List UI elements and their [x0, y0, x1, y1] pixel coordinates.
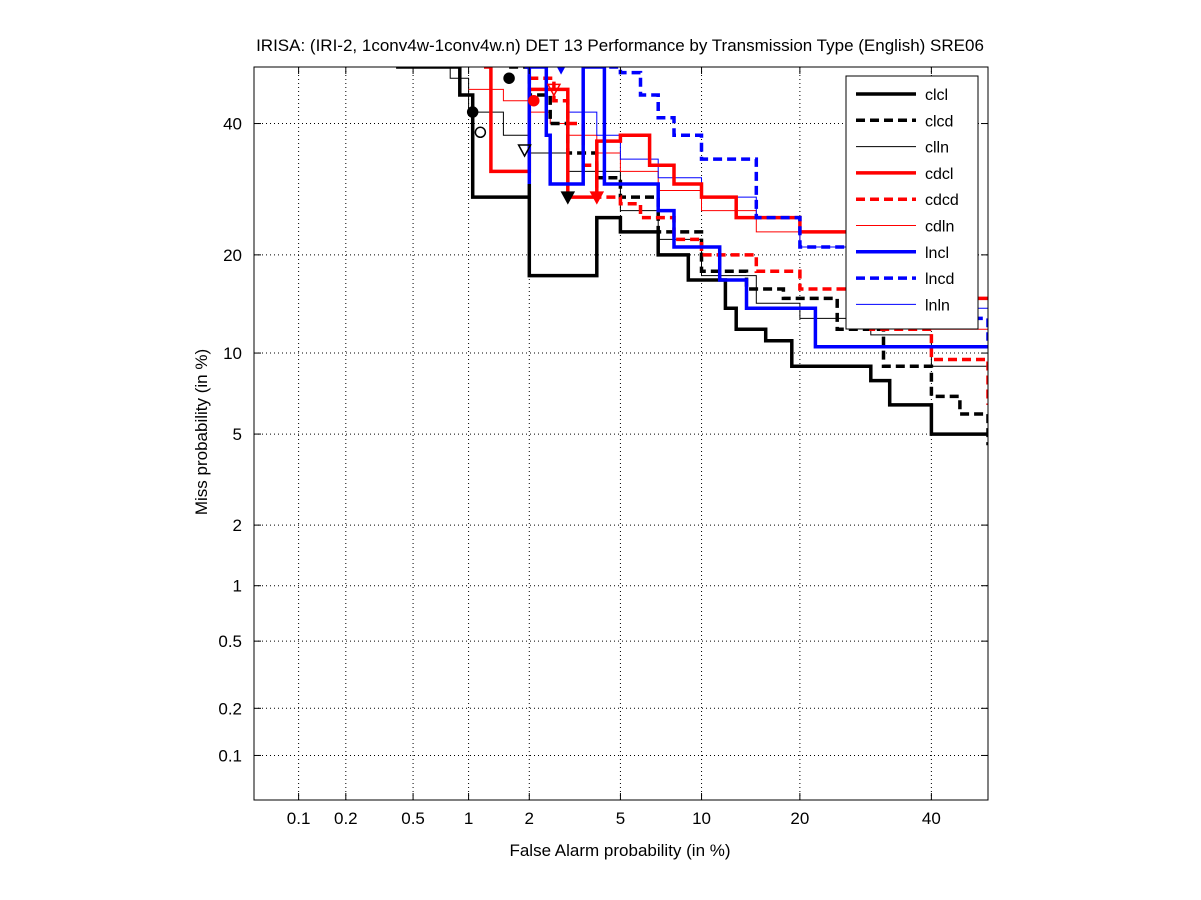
- y-tick-label: 0.2: [218, 699, 242, 718]
- y-axis-label: Miss probability (in %): [192, 349, 211, 515]
- marker-clcl-actual-dcf: [560, 191, 576, 205]
- legend-label-lnln: lnln: [925, 297, 950, 314]
- legend-label-cdln: cdln: [925, 219, 954, 236]
- y-tick-label: 10: [223, 344, 242, 363]
- y-tick-label: 40: [223, 115, 242, 134]
- legend-label-clcd: clcd: [925, 113, 953, 130]
- series-line-lncl: [524, 67, 988, 349]
- chart-title: IRISA: (IRI-2, 1conv4w-1conv4w.n) DET 13…: [256, 36, 984, 55]
- marker-clcd-min-dcf: [503, 72, 515, 84]
- x-tick-label: 0.5: [401, 809, 425, 828]
- marker-cdcd-actual-dcf: [589, 191, 605, 205]
- series-line-clcd: [509, 67, 988, 446]
- legend: clcl clcd clln cdcl cdcd cdln lncl lncd lnln: [845, 75, 979, 330]
- x-tick-label: 1: [464, 809, 473, 828]
- dcf-markers: [466, 67, 605, 205]
- legend-box: [845, 75, 979, 330]
- x-tick-label: 40: [922, 809, 941, 828]
- x-axis-label: False Alarm probability (in %): [509, 841, 730, 860]
- y-tick-label: 0.5: [218, 632, 242, 651]
- legend-label-cdcl: cdcl: [925, 166, 953, 183]
- y-axis-ticks: 0.1 0.2 0.5 1 2 5 10 20 40: [218, 115, 988, 765]
- x-tick-label: 2: [525, 809, 534, 828]
- x-tick-label: 10: [692, 809, 711, 828]
- x-axis-ticks: 0.1 0.2 0.5 1 2 5 10 20 40: [287, 67, 941, 828]
- y-tick-label: 2: [233, 516, 242, 535]
- legend-label-lncl: lncl: [925, 245, 949, 262]
- marker-clln-min-dcf: [474, 126, 487, 139]
- x-tick-label: 20: [790, 809, 809, 828]
- plot-area-border: [253, 66, 989, 801]
- marker-clcl-min-dcf: [466, 106, 479, 118]
- x-tick-label: 0.1: [287, 809, 311, 828]
- legend-label-clcl: clcl: [925, 87, 948, 104]
- y-tick-label: 5: [233, 425, 242, 444]
- x-tick-label: 5: [616, 809, 625, 828]
- marker-cdln-actual-dcf: [546, 83, 562, 97]
- x-tick-label: 0.2: [334, 809, 358, 828]
- y-tick-label: 1: [233, 577, 242, 596]
- marker-clln-actual-dcf: [517, 144, 532, 158]
- marker-cdcl-min-dcf: [528, 94, 540, 107]
- legend-label-cdcd: cdcd: [925, 192, 959, 209]
- legend-label-lncd: lncd: [925, 271, 954, 288]
- legend-label-clln: clln: [925, 140, 949, 157]
- y-tick-label: 20: [223, 246, 242, 265]
- y-tick-label: 0.1: [218, 746, 242, 765]
- series-line-lncd: [609, 67, 988, 341]
- series-line-clcl: [396, 67, 988, 436]
